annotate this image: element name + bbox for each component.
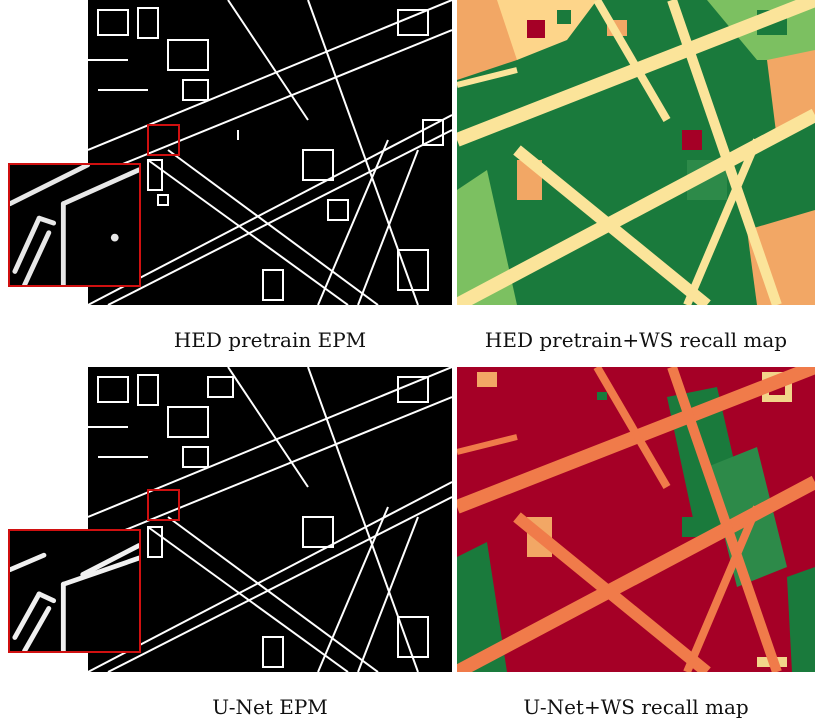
hed-ws-recall-image	[457, 0, 815, 305]
caption-unet-ws-recall: U-Net+WS recall map	[523, 695, 749, 719]
hed-zoom-edge-detail	[10, 165, 139, 285]
caption-hed-epm: HED pretrain EPM	[173, 328, 367, 352]
unet-epm-image	[88, 367, 452, 672]
unet-ws-recall-image	[457, 367, 815, 672]
unet-roi-box	[147, 489, 180, 521]
caption-unet-epm: U-Net EPM	[212, 695, 328, 719]
unet-zoom-inset	[8, 529, 141, 653]
unet-zoom-edge-detail	[10, 531, 139, 651]
caption-hed-ws-recall: HED pretrain+WS recall map	[484, 328, 788, 352]
hed-zoom-inset	[8, 163, 141, 287]
unet-ws-recall-map	[457, 367, 815, 672]
hed-epm-edge-map	[88, 0, 452, 305]
hed-ws-recall-map	[457, 0, 815, 305]
unet-epm-edge-map	[88, 367, 452, 672]
hed-epm-image	[88, 0, 452, 305]
hed-roi-box	[147, 124, 180, 156]
